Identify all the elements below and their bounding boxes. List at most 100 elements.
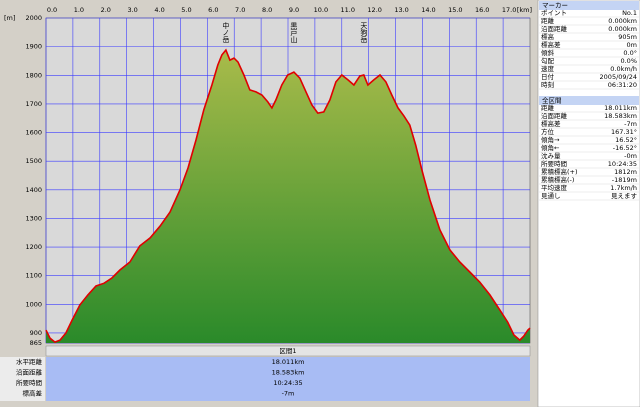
panel-header: [539, 1, 639, 10]
summary-label: 沿面距離: [16, 368, 43, 377]
row-value: 06:31:20: [608, 81, 637, 89]
x-tick-label: 12.0: [367, 6, 381, 14]
x-tick-label: 10.0: [314, 6, 328, 14]
row-label: 沈み量: [541, 151, 561, 160]
summary-label: 水平距離: [16, 357, 43, 366]
x-tick-label: 0.0: [47, 6, 57, 14]
row-label: 平均速度: [541, 183, 568, 192]
summary-label-column: [0, 357, 45, 401]
row-label: 時刻: [541, 80, 554, 89]
profile-line: [45, 48, 531, 344]
y-tick-label: 1800: [25, 71, 42, 79]
x-unit: [km]: [517, 6, 532, 14]
row-label: 見通し: [541, 191, 561, 200]
row-value: 16.52°: [615, 136, 637, 144]
y-unit: [m]: [4, 14, 15, 22]
row-label: ポイント: [541, 9, 567, 17]
row-value: No.1: [622, 9, 637, 17]
x-tick-label: 5.0: [181, 6, 191, 14]
y-tick-label: 1100: [25, 272, 42, 280]
row-label: 累積標高(-): [541, 175, 574, 184]
x-tick-label: 11.0: [341, 6, 355, 14]
row-value: 0m: [627, 41, 637, 49]
row-value: -0m: [624, 152, 637, 160]
row-label: 沿面距離: [541, 111, 568, 120]
x-tick-label: 16.0: [475, 6, 489, 14]
y-tick-label: 1500: [25, 157, 42, 165]
row-value: -16.52°: [613, 144, 637, 152]
row-value: 0.0km/h: [610, 65, 637, 73]
x-tick-label: 6.0: [208, 6, 218, 14]
peak-label: 黒戸山: [290, 22, 298, 44]
row-value: 18.011km: [604, 104, 637, 112]
row-label: 距離: [541, 103, 555, 112]
info-panel: [537, 0, 640, 407]
row-value: 見えます: [611, 192, 638, 200]
row-label: 傾角→: [541, 135, 560, 144]
row-label: 累積標高(+): [541, 167, 578, 176]
y-tick-label: 1700: [25, 100, 42, 108]
row-value: 18.583km: [604, 112, 637, 120]
x-tick-label: 9.0: [289, 6, 299, 14]
panel-title: マーカー: [542, 2, 568, 10]
row-value: -1819m: [612, 176, 637, 184]
area-fill: [46, 50, 530, 343]
row-value: -7m: [624, 120, 637, 128]
row-label: 速度: [541, 64, 555, 73]
summary-label: 標高差: [23, 389, 43, 398]
x-tick-label: 14.0: [421, 6, 435, 14]
y-tick-label: 1200: [25, 243, 42, 251]
row-label: 勾配: [541, 56, 555, 65]
row-label: 標高: [541, 32, 555, 41]
row-value: 1.7km/h: [610, 184, 637, 192]
x-tick-label: 8.0: [262, 6, 272, 14]
x-tick-label: 3.0: [127, 6, 137, 14]
y-tick-label: 1600: [25, 129, 42, 137]
x-tick-label: 4.0: [154, 6, 164, 14]
summary-body: [46, 357, 530, 401]
row-value: 10:24:35: [608, 160, 637, 168]
row-label: 距離: [541, 16, 555, 25]
x-tick-label: 2.0: [101, 6, 111, 14]
row-value: 905m: [618, 33, 637, 41]
y-tick-label: 1000: [25, 300, 42, 308]
y-tick-label: 1400: [25, 186, 42, 194]
summary-value: 18.583km: [272, 369, 305, 377]
row-label: 傾角←: [541, 143, 560, 152]
x-tick-label: 13.0: [394, 6, 408, 14]
x-tick-label: 17.0: [502, 6, 516, 14]
row-value: 2005/09/24: [600, 73, 637, 81]
summary-value: -7m: [282, 390, 295, 398]
row-label: 方位: [541, 127, 555, 136]
row-label: 標高差: [541, 119, 561, 128]
row-value: 0.000km: [608, 17, 637, 25]
x-tick-label: 1.0: [74, 6, 84, 14]
summary-header: [45, 345, 531, 357]
row-value: 0.000km: [608, 25, 637, 33]
row-value: 1812m: [614, 168, 637, 176]
summary-value: 18.011km: [272, 358, 305, 366]
row-value: 0.0°: [623, 49, 637, 57]
y-tick-label: 900: [30, 329, 42, 337]
summary-value: 10:24:35: [273, 379, 302, 387]
panel-title: 全区間: [542, 96, 562, 105]
row-label: 沿面距離: [541, 24, 568, 33]
row-label: 傾斜: [541, 48, 555, 57]
panel-header: [539, 96, 639, 105]
row-label: 標高差: [541, 40, 561, 49]
y-tick-label: 2000: [25, 14, 42, 22]
summary-label: 所要時間: [16, 378, 42, 387]
row-label: 日付: [541, 72, 555, 81]
y-tick-label: 1300: [25, 214, 42, 222]
x-tick-label: 7.0: [235, 6, 245, 14]
y-tick-label: 1900: [25, 43, 42, 51]
x-tick-label: 15.0: [448, 6, 462, 14]
row-value: 167.31°: [611, 128, 637, 136]
peak-label: 中ノ岳: [222, 21, 230, 43]
summary-title: 区間1: [279, 347, 296, 355]
row-label: 所要時間: [541, 159, 567, 168]
peak-label: 天狗岳: [360, 22, 368, 43]
y-tick-label: 865: [30, 339, 42, 347]
